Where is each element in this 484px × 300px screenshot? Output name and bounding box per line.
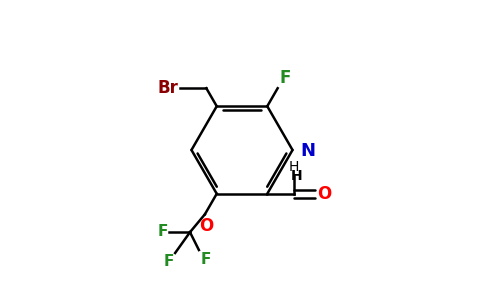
Text: O: O [317,185,332,203]
Text: F: F [163,254,174,269]
Text: Br: Br [157,79,178,97]
Text: H: H [290,169,302,183]
Text: F: F [200,251,211,266]
Text: O: O [199,217,213,235]
Text: F: F [157,224,167,239]
Text: H: H [289,160,299,174]
Text: N: N [300,142,315,160]
Text: F: F [279,69,290,87]
